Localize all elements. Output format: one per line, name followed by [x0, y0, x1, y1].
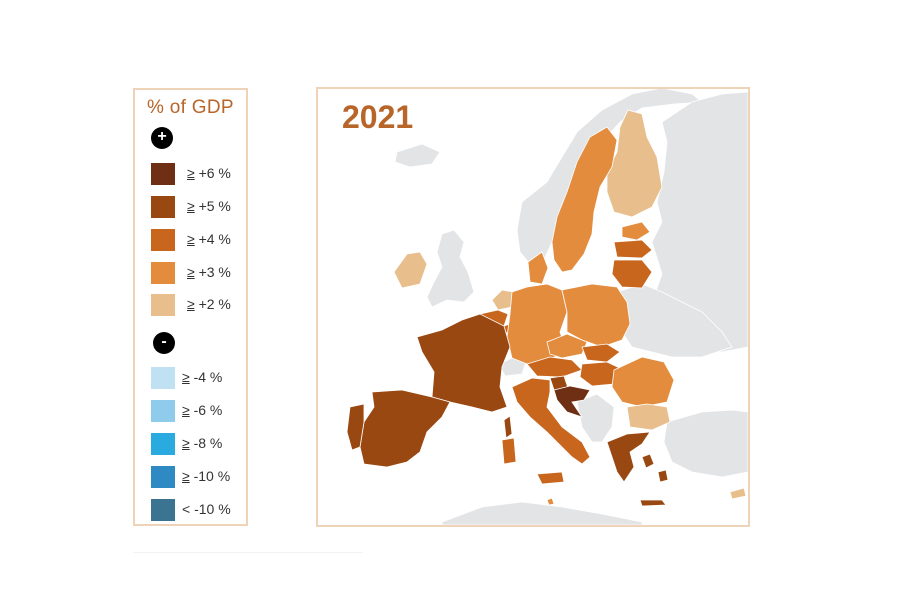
denmark [527, 251, 549, 285]
legend-prefix: ≥ [187, 198, 195, 214]
norway [516, 89, 704, 265]
non-eu-land [394, 89, 748, 525]
divider [133, 552, 363, 553]
portugal [346, 403, 365, 451]
bulgaria [626, 403, 671, 431]
europe-map [346, 89, 748, 525]
greece [606, 431, 651, 483]
legend-label: +4 % [194, 231, 231, 247]
legend-prefix: ≥ [187, 296, 195, 312]
romania [611, 356, 675, 408]
sicily [536, 471, 565, 485]
corsica [503, 415, 513, 439]
ireland [393, 251, 428, 289]
plus-icon: + [151, 127, 173, 149]
switzerland [498, 357, 527, 377]
legend-swatch [151, 196, 175, 218]
legend-label: -10 % [190, 501, 231, 517]
north-africa [441, 501, 643, 525]
legend-swatch [151, 294, 175, 316]
legend-label: +2 % [194, 296, 231, 312]
legend-label: +6 % [194, 165, 231, 181]
iceland [394, 143, 441, 168]
legend-swatch [151, 229, 175, 251]
map-panel: 2021 [316, 87, 750, 527]
eu-countries [346, 109, 747, 507]
ukraine-belarus [616, 283, 733, 358]
legend-label: -8 % [189, 435, 223, 451]
estonia [621, 221, 651, 241]
sardinia [501, 437, 517, 465]
great-britain [426, 229, 475, 308]
sweden [551, 126, 618, 273]
legend-swatch [151, 466, 175, 488]
finland [606, 109, 663, 218]
map-year: 2021 [342, 99, 414, 135]
poland [561, 283, 631, 348]
legend-label: -6 % [189, 402, 223, 418]
legend-prefix: ≥ [187, 264, 195, 280]
lithuania [611, 259, 653, 289]
legend-label: +3 % [194, 264, 231, 280]
legend-prefix: ≥ [187, 231, 195, 247]
croatia [553, 385, 591, 418]
malta [546, 497, 555, 506]
legend-swatch [151, 163, 175, 185]
legend-prefix: ≥ [182, 402, 190, 418]
greek-islands [641, 453, 669, 483]
legend-prefix: ≥ [187, 165, 195, 181]
spain [359, 389, 451, 468]
slovakia [581, 343, 621, 363]
france [416, 313, 511, 413]
legend-label: -10 % [189, 468, 231, 484]
legend: % of GDP + ≥ +6 % ≥ +5 % ≥ +4 % ≥ +3 % ≥… [133, 88, 248, 526]
legend-prefix: ≥ [182, 468, 190, 484]
legend-swatch [151, 499, 175, 521]
balkans [576, 393, 615, 443]
legend-title: % of GDP [147, 97, 234, 118]
legend-prefix: ≥ [182, 435, 190, 451]
legend-label: +5 % [194, 198, 231, 214]
legend-swatch [151, 400, 175, 422]
minus-icon: - [153, 332, 175, 354]
legend-swatch [151, 262, 175, 284]
crete [639, 499, 667, 507]
latvia [613, 239, 653, 259]
legend-swatch [151, 433, 175, 455]
cyprus [729, 487, 747, 500]
czechia [546, 333, 588, 359]
legend-prefix: < [182, 501, 191, 517]
legend-swatch [151, 367, 175, 389]
turkey [663, 409, 748, 478]
legend-label: -4 % [189, 369, 223, 385]
legend-prefix: ≥ [182, 369, 190, 385]
italy [511, 377, 591, 465]
